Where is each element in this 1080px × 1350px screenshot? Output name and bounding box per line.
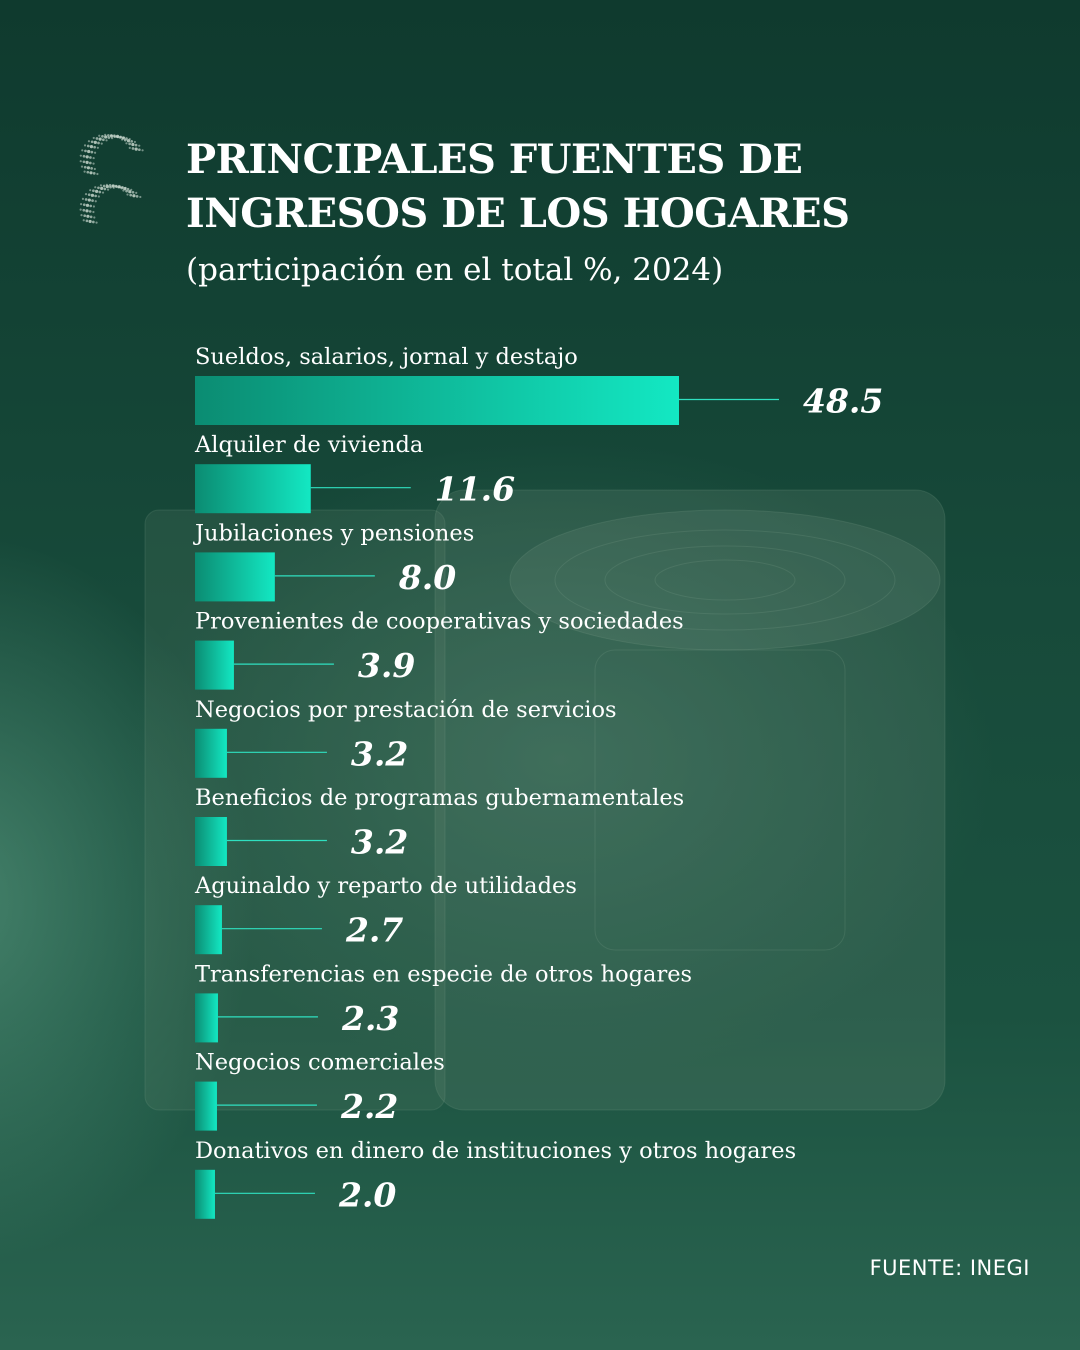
value-label: 11.6: [435, 470, 515, 509]
source-note: FUENTE: INEGI: [870, 1256, 1030, 1280]
bar: [195, 641, 234, 690]
category-label: Aguinaldo y reparto de utilidades: [194, 873, 577, 899]
value-label: 8.0: [398, 558, 456, 597]
bar: [195, 817, 227, 866]
value-label: 3.2: [351, 823, 408, 862]
bar: [195, 1170, 215, 1219]
bar: [195, 464, 311, 513]
bar: [195, 993, 218, 1042]
value-label: 48.5: [803, 382, 883, 421]
category-label: Negocios por prestación de servicios: [195, 697, 617, 723]
bar: [195, 729, 227, 778]
bar: [195, 376, 679, 425]
category-label: Negocios comerciales: [195, 1050, 445, 1076]
bar: [195, 1082, 217, 1131]
category-label: Donativos en dinero de instituciones y o…: [195, 1138, 796, 1164]
bars-layer: Sueldos, salarios, jornal y destajo 48.5 A…: [193, 344, 883, 1219]
category-label: Jubilaciones y pensiones: [193, 520, 474, 546]
value-label: 2.2: [340, 1087, 398, 1126]
value-label: 3.9: [358, 646, 415, 685]
category-label: Beneficios de programas gubernamentales: [195, 785, 684, 811]
value-label: 2.0: [338, 1175, 396, 1214]
value-label: 2.3: [341, 999, 399, 1038]
category-label: Transferencias en especie de otros hogar…: [195, 961, 692, 987]
value-label: 3.2: [351, 734, 408, 773]
bar: [195, 552, 275, 601]
category-label: Alquiler de vivienda: [194, 432, 423, 458]
value-label: 2.7: [345, 911, 403, 950]
bar: [195, 905, 222, 954]
category-label: Provenientes de cooperativas y sociedade…: [195, 609, 684, 635]
category-label: Sueldos, salarios, jornal y destajo: [195, 344, 578, 370]
